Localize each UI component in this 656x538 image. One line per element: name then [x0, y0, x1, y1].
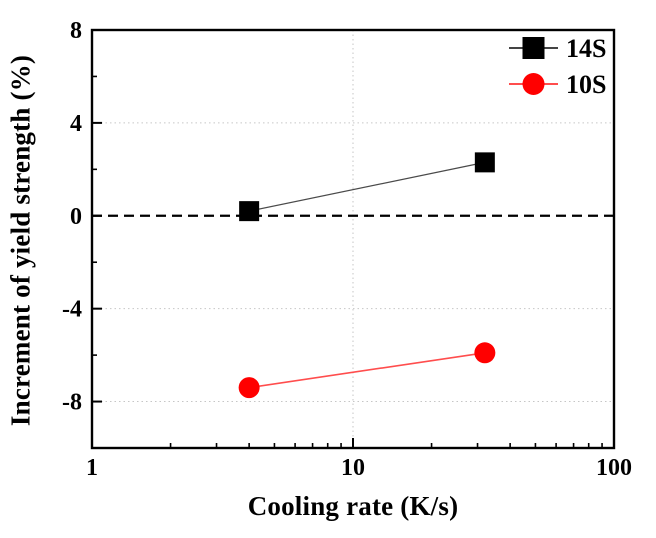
series-14S-marker-1 — [474, 152, 495, 173]
y-tick-label-8: 8 — [70, 18, 82, 44]
series-14S-marker-0 — [239, 201, 260, 222]
series-14S-line — [249, 161, 485, 212]
x-tick-label-1: 1 — [86, 455, 98, 481]
legend-14S-marker — [522, 37, 545, 59]
series-10S-marker-1 — [474, 342, 496, 364]
y-tick-label-0: 0 — [70, 204, 82, 230]
y-tick-label--8: -8 — [62, 390, 82, 416]
legend-10S-label: 10S — [566, 70, 606, 99]
x-axis-title: Cooling rate (K/s) — [247, 491, 459, 521]
legend-14S-label: 14S — [566, 34, 606, 63]
series-10S-line — [249, 351, 485, 389]
legend-10S-marker — [522, 73, 545, 95]
y-axis-title: Increment of yield strength (%) — [5, 54, 36, 427]
x-tick-label-100: 100 — [596, 455, 632, 481]
series-10S-marker-0 — [238, 377, 260, 399]
y-tick-label--4: -4 — [62, 297, 82, 323]
y-tick-label-4: 4 — [70, 111, 82, 137]
x-tick-label-10: 10 — [341, 455, 365, 481]
